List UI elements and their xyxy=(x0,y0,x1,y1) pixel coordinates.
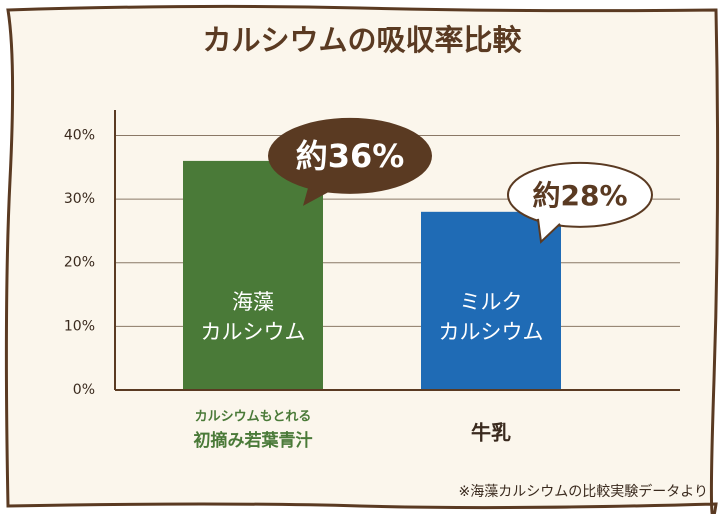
y-tick-label: 40% xyxy=(64,127,95,143)
bar xyxy=(183,160,323,390)
bar-label: カルシウム xyxy=(439,320,544,344)
footnote: ※海藻カルシウムの比較実験データより xyxy=(459,483,708,500)
value-label: 約28% xyxy=(532,179,627,212)
x-tick-label: 初摘み若葉青汁 xyxy=(194,430,313,451)
bar-label: カルシウム xyxy=(201,320,306,344)
callout xyxy=(507,161,653,228)
x-tick-label: カルシウムもとれる xyxy=(195,410,312,425)
y-tick-label: 30% xyxy=(64,191,95,207)
chart-title: カルシウムの吸収率比較 xyxy=(202,23,522,57)
frame xyxy=(4,4,720,514)
x-tick-label: 牛乳 xyxy=(471,421,511,445)
bar xyxy=(421,211,561,390)
bar-label: ミルク xyxy=(460,290,523,314)
y-tick-label: 10% xyxy=(64,318,95,334)
callout xyxy=(537,218,561,244)
value-label: 約36% xyxy=(296,137,405,175)
bar-label: 海藻 xyxy=(232,290,274,314)
y-tick-label: 20% xyxy=(64,255,95,271)
callout xyxy=(268,117,432,194)
y-tick-label: 0% xyxy=(73,382,95,398)
